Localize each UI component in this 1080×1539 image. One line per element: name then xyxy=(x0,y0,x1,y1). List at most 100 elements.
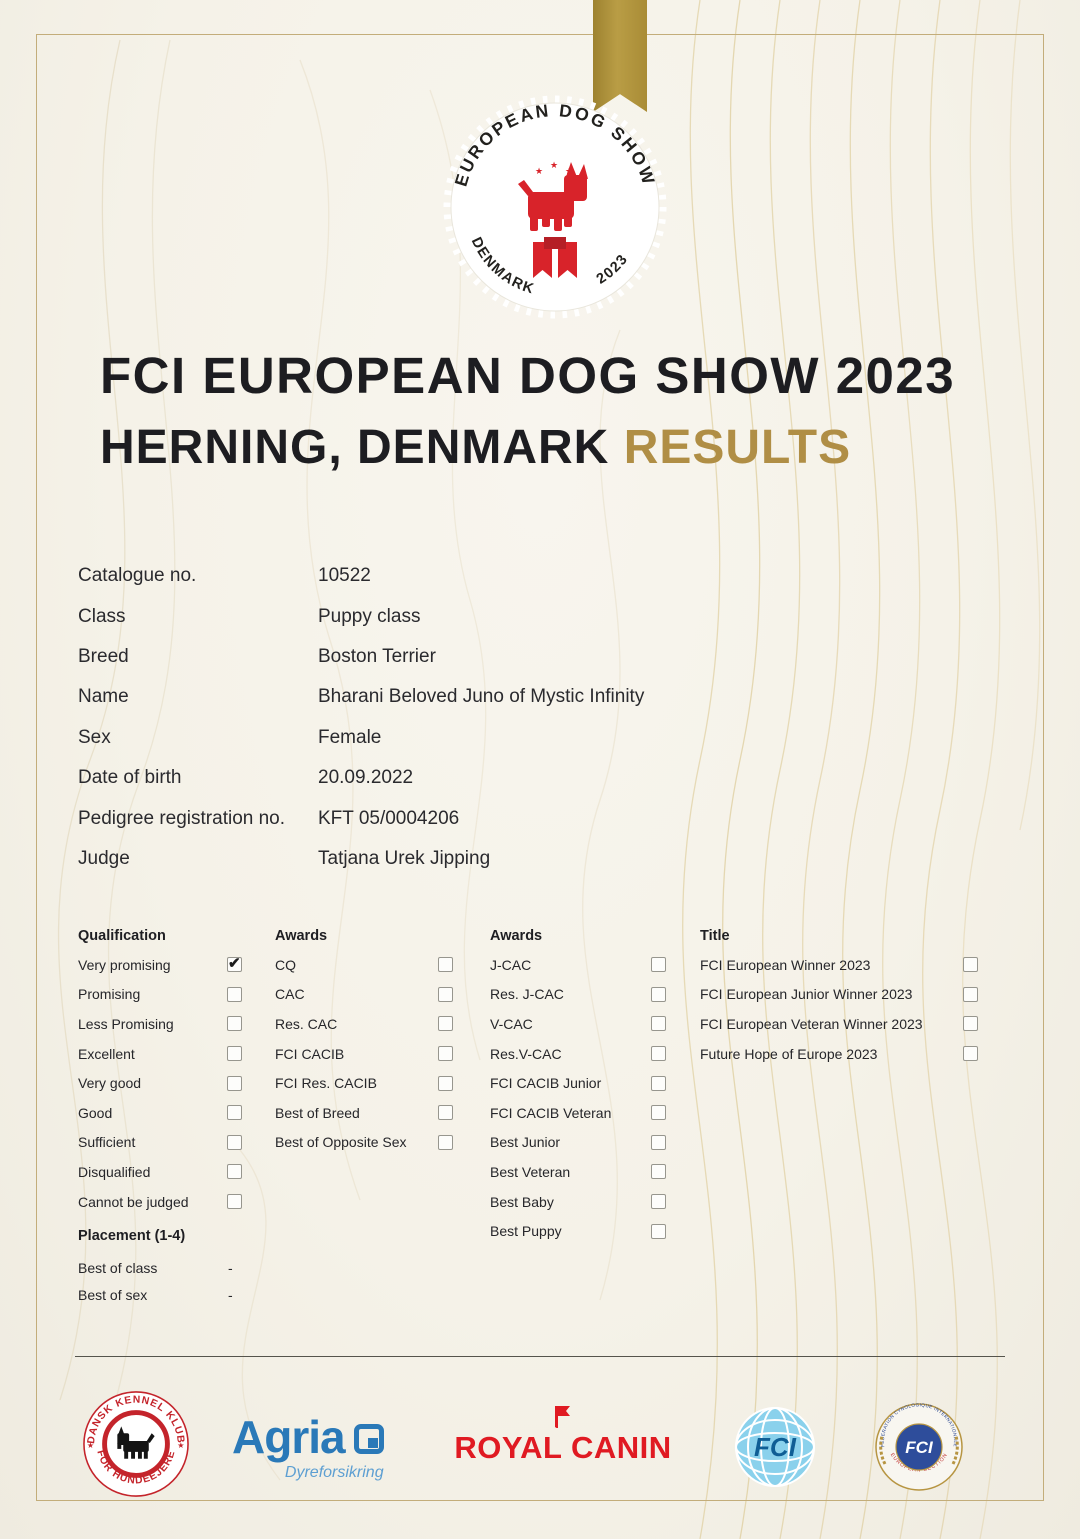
detail-value: Boston Terrier xyxy=(318,645,436,667)
checkbox[interactable] xyxy=(227,1046,242,1062)
checkbox-label: Very promising xyxy=(78,956,171,973)
checkbox-label: Res.V-CAC xyxy=(490,1045,562,1062)
checkbox-label: Disqualified xyxy=(78,1163,151,1180)
dansk-kennel-klub-logo: DANSK KENNEL KLUB FOR HUNDEEJERE ★ ★ xyxy=(83,1391,189,1497)
checkbox-label: CQ xyxy=(275,956,296,973)
checkbox-label: Res. J-CAC xyxy=(490,986,564,1003)
footer-divider xyxy=(75,1356,1005,1357)
checkbox-row: Best of Breed xyxy=(275,1098,453,1128)
checkbox[interactable] xyxy=(227,954,242,973)
royal-canin-logo: ROYAL CANIN xyxy=(438,1402,688,1466)
royal-canin-crest-icon xyxy=(438,1402,688,1428)
checkbox-label: Best Puppy xyxy=(490,1223,562,1240)
detail-value: Female xyxy=(318,726,382,748)
checkbox[interactable] xyxy=(227,1134,242,1150)
checkbox-label: Less Promising xyxy=(78,1015,174,1032)
detail-label: Name xyxy=(78,686,129,708)
checkbox[interactable] xyxy=(963,1046,978,1062)
checkbox-label: Cannot be judged xyxy=(78,1193,189,1210)
title-block: FCI EUROPEAN DOG SHOW 2023 HERNING, DENM… xyxy=(100,346,955,475)
checkbox[interactable] xyxy=(438,986,453,1002)
details-section: Catalogue no. 10522 Class Puppy class Bree… xyxy=(78,556,644,879)
placement-label: Best of class xyxy=(78,1259,158,1276)
checkbox-row: Best Puppy xyxy=(490,1216,666,1246)
placement-header: Placement (1-4) xyxy=(78,1228,186,1244)
checkbox-row: FCI Res. CACIB xyxy=(275,1068,453,1098)
checkbox[interactable] xyxy=(227,986,242,1002)
checkbox-row: Good xyxy=(78,1098,242,1128)
detail-value: Puppy class xyxy=(318,605,421,627)
checkbox[interactable] xyxy=(227,1016,242,1032)
checkbox[interactable] xyxy=(651,1016,666,1032)
checkbox-label: FCI European Junior Winner 2023 xyxy=(700,986,913,1003)
checkbox-row: Cannot be judged xyxy=(78,1187,242,1217)
gold-border-frame xyxy=(36,34,1044,1501)
detail-value: KFT 05/0004206 xyxy=(318,807,460,829)
checkbox[interactable] xyxy=(227,1075,242,1091)
checkbox[interactable] xyxy=(227,1194,242,1210)
checkbox-row: Less Promising xyxy=(78,1009,242,1039)
column-header: Awards xyxy=(275,928,328,944)
dkk-star-icon: ★ xyxy=(87,1441,94,1450)
checkbox-label: Best Veteran xyxy=(490,1163,571,1180)
subtitle-location: HERNING, DENMARK xyxy=(100,421,610,474)
checkbox-label: FCI CACIB Junior xyxy=(490,1075,602,1092)
checkbox[interactable] xyxy=(438,1134,453,1150)
checkbox-row: Res.V-CAC xyxy=(490,1039,666,1069)
fci-globe-logo: FCI xyxy=(735,1407,815,1487)
checkbox[interactable] xyxy=(438,1016,453,1032)
agria-wordmark: Agria xyxy=(232,1414,384,1460)
qualification-column: Qualification Very promising Promising L… xyxy=(78,928,242,1216)
gold-ribbon-banner xyxy=(593,0,647,112)
checkbox-row: Disqualified xyxy=(78,1157,242,1187)
checkbox[interactable] xyxy=(651,986,666,1002)
checkbox[interactable] xyxy=(227,1164,242,1180)
detail-label: Breed xyxy=(78,645,129,667)
event-badge: EUROPEAN DOG SHOW DENMARK 2023 ★ ★ ★ xyxy=(443,95,667,319)
checkbox[interactable] xyxy=(651,1075,666,1091)
badge-star-icon: ★ xyxy=(535,166,543,176)
checkbox-label: FCI European Veteran Winner 2023 xyxy=(700,1015,923,1032)
checkbox-row: Best Baby xyxy=(490,1187,666,1217)
checkbox[interactable] xyxy=(651,1046,666,1062)
checkbox-row: Sufficient xyxy=(78,1128,242,1158)
checkbox[interactable] xyxy=(963,957,978,973)
checkbox[interactable] xyxy=(227,1105,242,1121)
checkbox-row: FCI CACIB xyxy=(275,1039,453,1069)
placement-value: - xyxy=(228,1259,233,1276)
checkbox-row: FCI European Junior Winner 2023 xyxy=(700,980,978,1010)
checkbox-row: Best of Opposite Sex xyxy=(275,1128,453,1158)
laurel-left-icon xyxy=(879,1435,887,1465)
checkbox[interactable] xyxy=(651,1105,666,1121)
checkbox-label: J-CAC xyxy=(490,956,532,973)
checkbox-row: Res. CAC xyxy=(275,1009,453,1039)
checkbox[interactable] xyxy=(438,957,453,973)
checkbox[interactable] xyxy=(651,957,666,973)
placement-value: - xyxy=(228,1286,233,1303)
column-header: Title xyxy=(700,928,730,944)
checkbox-row: Res. J-CAC xyxy=(490,980,666,1010)
checkbox[interactable] xyxy=(438,1105,453,1121)
checkbox-label: Very good xyxy=(78,1075,142,1092)
checkbox[interactable] xyxy=(651,1223,666,1239)
checkbox[interactable] xyxy=(963,986,978,1002)
checkbox[interactable] xyxy=(651,1164,666,1180)
checkbox[interactable] xyxy=(963,1016,978,1032)
checkbox[interactable] xyxy=(651,1194,666,1210)
page-subtitle: HERNING, DENMARK RESULTS xyxy=(100,420,955,475)
detail-label: Pedigree registration no. xyxy=(78,807,286,829)
laurel-right-icon xyxy=(951,1435,959,1465)
checkbox-label: FCI CACIB Veteran xyxy=(490,1104,612,1121)
checkbox[interactable] xyxy=(438,1046,453,1062)
detail-label: Class xyxy=(78,605,126,627)
checkbox[interactable] xyxy=(438,1075,453,1091)
checkbox-label: Sufficient xyxy=(78,1134,136,1151)
placement-row: Best of sex - xyxy=(78,1281,233,1308)
placement-section: Placement (1-4) Best of class - Best of s… xyxy=(78,1228,233,1308)
column-header: Awards xyxy=(490,928,543,944)
checkbox-label: Future Hope of Europe 2023 xyxy=(700,1045,878,1062)
fci-european-section-badge: FEDERATION CYNOLOGIQUE INTERNATIONALE EU… xyxy=(875,1402,963,1491)
checkbox[interactable] xyxy=(651,1134,666,1150)
detail-row: Judge Tatjana Urek Jipping xyxy=(78,839,644,879)
